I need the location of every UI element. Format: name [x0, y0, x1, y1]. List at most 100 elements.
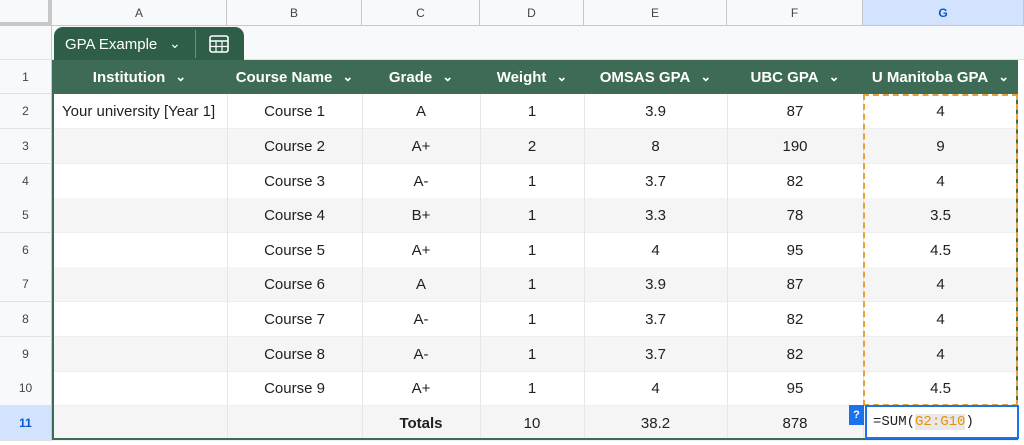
table-cell[interactable]: 82 — [786, 172, 804, 190]
row-header-4[interactable]: 4 — [0, 164, 52, 199]
table-cell[interactable]: 9 — [936, 137, 945, 155]
table-cell[interactable]: 78 — [786, 206, 804, 224]
column-header-cell[interactable]: U Manitoba GPA ⌄ — [863, 60, 1018, 94]
table-cell[interactable]: 4 — [651, 379, 660, 397]
active-cell-formula-editor[interactable]: =SUM(G2:G10) — [865, 405, 1019, 439]
column-filter-chevron-icon[interactable]: ⌄ — [175, 69, 187, 84]
row-header-3[interactable]: 3 — [0, 129, 52, 164]
column-filter-chevron-icon[interactable]: ⌄ — [700, 69, 712, 84]
table-cell[interactable]: 1 — [527, 172, 537, 190]
column-header-cell[interactable]: Institution ⌄ — [52, 60, 227, 94]
table-cell[interactable]: 4 — [936, 310, 945, 328]
table-cell[interactable]: Course 1 — [264, 102, 325, 120]
table-cell[interactable]: Your university [Year 1] — [62, 102, 216, 120]
row-header-1[interactable]: 1 — [0, 60, 52, 94]
formula-range-ref: G2:G10 — [915, 414, 966, 430]
table-cell[interactable]: Course 6 — [264, 275, 325, 293]
table-cell[interactable]: Course 5 — [264, 241, 325, 259]
table-cell[interactable]: 3.9 — [645, 275, 666, 293]
select-all-corner[interactable] — [0, 0, 52, 26]
table-cell[interactable]: Course 3 — [264, 172, 325, 190]
column-header-cell[interactable]: Grade ⌄ — [362, 60, 480, 94]
table-cell[interactable]: 87 — [786, 275, 804, 293]
table-cell[interactable]: 4 — [936, 102, 945, 120]
column-filter-chevron-icon[interactable]: ⌄ — [556, 69, 568, 84]
column-header-cell[interactable]: OMSAS GPA ⌄ — [584, 60, 727, 94]
table-cell[interactable]: 1 — [527, 241, 537, 259]
table-header-row — [52, 60, 1018, 94]
table-cell[interactable]: A+ — [411, 379, 431, 397]
table-cell[interactable]: A- — [413, 172, 429, 190]
table-cell[interactable]: 3.3 — [645, 206, 666, 224]
column-filter-chevron-icon[interactable]: ⌄ — [828, 69, 840, 84]
table-cell[interactable]: 87 — [786, 102, 804, 120]
table-cell[interactable]: 1 — [527, 379, 537, 397]
table-cell[interactable]: B+ — [411, 206, 431, 224]
table-cell[interactable]: 1 — [527, 206, 537, 224]
table-cell[interactable]: 4 — [936, 345, 945, 363]
row-header-11[interactable]: 11 — [0, 406, 52, 441]
table-cell[interactable]: 1 — [527, 345, 537, 363]
table-cell[interactable]: Course 8 — [264, 345, 325, 363]
table-cell[interactable]: 1 — [527, 275, 537, 293]
grid-line — [727, 94, 728, 439]
table-cell[interactable]: 190 — [782, 137, 808, 155]
table-cell[interactable]: 3.5 — [930, 206, 951, 224]
table-cell[interactable]: 8 — [651, 137, 660, 155]
table-name-tab[interactable]: GPA Example ⌄ — [54, 27, 244, 61]
table-cell[interactable]: A — [415, 102, 426, 120]
table-cell[interactable]: 95 — [786, 379, 804, 397]
table-cell[interactable]: Course 2 — [264, 137, 325, 155]
row-header-5[interactable]: 5 — [0, 198, 52, 233]
table-cell[interactable]: 4 — [936, 275, 945, 293]
column-filter-chevron-icon[interactable]: ⌄ — [998, 69, 1010, 84]
column-header-e[interactable]: E — [584, 0, 727, 26]
table-view-icon[interactable] — [209, 35, 229, 53]
column-header-c[interactable]: C — [362, 0, 480, 26]
row-header-9[interactable]: 9 — [0, 337, 52, 372]
column-header-a[interactable]: A — [52, 0, 227, 26]
totals-cell[interactable]: 10 — [523, 414, 541, 432]
column-filter-chevron-icon[interactable]: ⌄ — [442, 69, 454, 84]
row-header-7[interactable]: 7 — [0, 267, 52, 302]
table-cell[interactable]: A+ — [411, 241, 431, 259]
table-cell[interactable]: 3.9 — [645, 102, 666, 120]
table-cell[interactable]: 1 — [527, 102, 537, 120]
table-cell[interactable]: 95 — [786, 241, 804, 259]
table-cell[interactable]: A- — [413, 310, 429, 328]
table-cell[interactable]: 4 — [651, 241, 660, 259]
table-cell[interactable]: 3.7 — [645, 345, 666, 363]
row-header-6[interactable]: 6 — [0, 233, 52, 268]
column-header-cell[interactable]: Course Name ⌄ — [227, 60, 362, 94]
column-header-b[interactable]: B — [227, 0, 362, 26]
table-cell[interactable]: 3.7 — [645, 310, 666, 328]
table-cell[interactable]: 3.7 — [645, 172, 666, 190]
column-header-f[interactable]: F — [727, 0, 863, 26]
table-cell[interactable]: 1 — [527, 310, 537, 328]
column-header-d[interactable]: D — [480, 0, 584, 26]
chevron-down-icon[interactable]: ⌄ — [169, 35, 181, 51]
column-filter-chevron-icon[interactable]: ⌄ — [342, 69, 354, 84]
table-cell[interactable]: 4 — [936, 172, 945, 190]
table-cell[interactable]: A — [415, 275, 426, 293]
totals-cell[interactable]: 878 — [782, 414, 808, 432]
totals-cell[interactable]: Totals — [399, 414, 443, 432]
column-header-cell[interactable]: UBC GPA ⌄ — [727, 60, 863, 94]
table-cell[interactable]: Course 9 — [264, 379, 325, 397]
table-cell[interactable]: A- — [413, 345, 429, 363]
table-cell[interactable]: 4.5 — [930, 379, 951, 397]
table-cell[interactable]: 2 — [527, 137, 537, 155]
row-header-2[interactable]: 2 — [0, 94, 52, 129]
table-cell[interactable]: 82 — [786, 345, 804, 363]
table-cell[interactable]: 4.5 — [930, 241, 951, 259]
row-header-10[interactable]: 10 — [0, 371, 52, 406]
formula-help-button[interactable]: ? — [849, 405, 864, 425]
totals-cell[interactable]: 38.2 — [640, 414, 671, 432]
column-header-cell[interactable]: Weight ⌄ — [480, 60, 584, 94]
table-cell[interactable]: Course 7 — [264, 310, 325, 328]
row-header-8[interactable]: 8 — [0, 302, 52, 337]
column-header-g[interactable]: G — [863, 0, 1024, 26]
table-cell[interactable]: 82 — [786, 310, 804, 328]
table-cell[interactable]: Course 4 — [264, 206, 325, 224]
table-cell[interactable]: A+ — [411, 137, 431, 155]
